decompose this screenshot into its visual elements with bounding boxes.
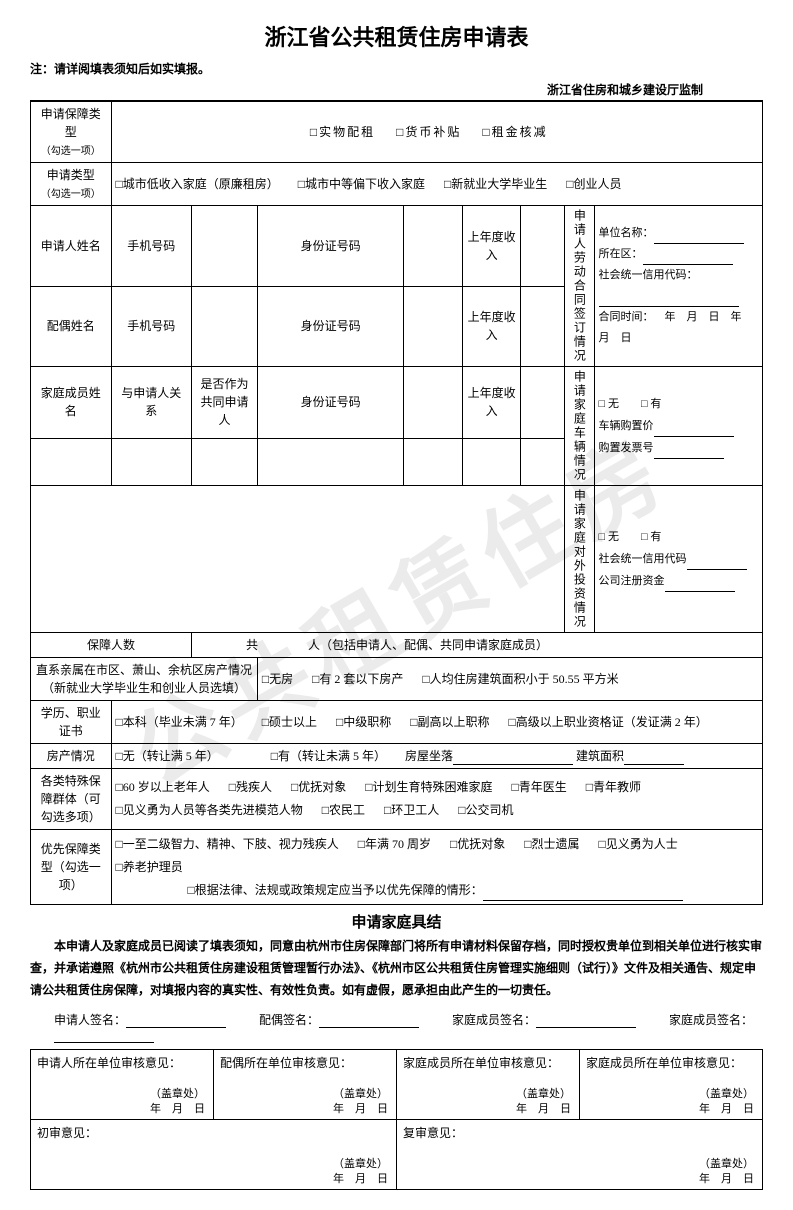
spouse-phone-value[interactable] [192, 286, 258, 367]
invest-vlabel: 申请家庭对外投资情况 [565, 486, 594, 633]
member-id-value[interactable] [404, 367, 463, 439]
pledge-text: 本申请人及家庭成员已阅读了填表须知，同意由杭州市住房保障部门将所有申请材料保留存… [30, 936, 763, 1001]
member-name-label: 家庭成员姓名 [31, 367, 112, 439]
member-co-label: 是否作为共同申请人 [192, 367, 258, 439]
relatives-label: 直系亲属在市区、萧山、余杭区房产情况（新就业大学毕业生和创业人员选填） [31, 658, 258, 701]
apply-type-options[interactable]: □城市低收入家庭（原廉租房） □城市中等偏下收入家庭 □新就业大学毕业生 □创业… [111, 163, 762, 206]
member-relation-value[interactable] [111, 438, 192, 485]
pledge-title: 申请家庭具结 [30, 911, 763, 932]
guarantee-type-options[interactable]: □实物配租 □货币补贴 □租金核减 [111, 102, 762, 163]
edu-label: 学历、职业证书 [31, 701, 112, 744]
applicant-income-value[interactable] [521, 206, 565, 287]
edu-options[interactable]: □本科（毕业未满 7 年） □硕士以上 □中级职称 □副高以上职称 □高级以上职… [111, 701, 762, 744]
member-id-value2[interactable] [257, 438, 403, 485]
spouse-id-label: 身份证号码 [257, 286, 403, 367]
review-unit-member2[interactable]: 家庭成员所在单位审核意见： （盖章处） 年 月 日 [580, 1050, 763, 1120]
issuer-text: 浙江省住房和城乡建设厅监制 [30, 81, 763, 101]
member-co-value[interactable] [192, 438, 258, 485]
application-table: 申请保障类型（勾选一项） □实物配租 □货币补贴 □租金核减 申请类型（勾选一项… [30, 101, 763, 905]
spouse-income-label: 上年度收入 [462, 286, 521, 367]
page-title: 浙江省公共租赁住房申请表 [30, 20, 763, 52]
review-unit-member1[interactable]: 家庭成员所在单位审核意见： （盖章处） 年 月 日 [397, 1050, 580, 1120]
member-id-value3[interactable] [404, 438, 463, 485]
relatives-options[interactable]: □无房 □有 2 套以下房产 □人均住房建筑面积小于 50.55 平方米 [257, 658, 762, 701]
spouse-income-value[interactable] [521, 286, 565, 367]
review-unit-applicant[interactable]: 申请人所在单位审核意见： （盖章处） 年 月 日 [31, 1050, 214, 1120]
special-label: 各类特殊保障群体（可勾选多项） [31, 769, 112, 830]
spouse-name-label: 配偶姓名 [31, 286, 112, 367]
member-relation-label: 与申请人关系 [111, 367, 192, 439]
spouse-id-value[interactable] [404, 286, 463, 367]
applicant-phone-label: 手机号码 [111, 206, 192, 287]
member-name-value[interactable] [31, 438, 112, 485]
vehicle-vlabel: 申请家庭车辆情况 [565, 367, 594, 486]
apply-type-label: 申请类型（勾选一项） [31, 163, 112, 206]
applicant-phone-value[interactable] [192, 206, 258, 287]
labor-contract-cell[interactable]: 单位名称： 所在区： 社会统一信用代码： 合同时间： 年 月 日 年 月 日 [594, 206, 762, 367]
housing-options[interactable]: □无（转让满 5 年） □有（转让未满 5 年） 房屋坐落 建筑面积 [111, 744, 762, 769]
applicant-name-label: 申请人姓名 [31, 206, 112, 287]
review-unit-spouse[interactable]: 配偶所在单位审核意见： （盖章处） 年 月 日 [214, 1050, 397, 1120]
applicant-income-label: 上年度收入 [462, 206, 521, 287]
priority-label: 优先保障类型（勾选一项） [31, 830, 112, 905]
member-income-value2[interactable] [462, 438, 521, 485]
member-income-value[interactable] [521, 367, 565, 439]
labor-contract-vlabel: 申请人劳动合同签订情况 [565, 206, 594, 367]
invest-cell[interactable]: □ 无 □ 有 社会统一信用代码 公司注册资金 [594, 486, 762, 633]
special-options[interactable]: □60 岁以上老年人 □残疾人 □优抚对象 □计划生育特殊困难家庭 □青年医生 … [111, 769, 762, 830]
applicant-id-label: 身份证号码 [257, 206, 403, 287]
member-id-label: 身份证号码 [257, 367, 403, 439]
spacer-row [31, 486, 565, 633]
review-first[interactable]: 初审意见： （盖章处） 年 月 日 [31, 1120, 397, 1190]
applicant-id-value[interactable] [404, 206, 463, 287]
priority-options[interactable]: □一至二级智力、精神、下肢、视力残疾人 □年满 70 周岁 □优抚对象 □烈士遗… [111, 830, 762, 905]
signature-row[interactable]: 申请人签名： 配偶签名： 家庭成员签名： 家庭成员签名： [30, 1011, 763, 1043]
spouse-phone-label: 手机号码 [111, 286, 192, 367]
housing-label: 房产情况 [31, 744, 112, 769]
review-table: 申请人所在单位审核意见： （盖章处） 年 月 日 配偶所在单位审核意见： （盖章… [30, 1049, 763, 1190]
vehicle-cell[interactable]: □ 无 □ 有 车辆购置价 购置发票号 [594, 367, 762, 486]
member-income-label: 上年度收入 [462, 367, 521, 439]
review-second[interactable]: 复审意见： （盖章处） 年 月 日 [397, 1120, 763, 1190]
coverage-value[interactable]: 共人（包括申请人、配偶、共同申请家庭成员） [192, 633, 763, 658]
coverage-label: 保障人数 [31, 633, 192, 658]
fill-note: 注：请详阅填表须知后如实填报。 [30, 60, 763, 77]
member-income-value3[interactable] [521, 438, 565, 485]
guarantee-type-label: 申请保障类型（勾选一项） [31, 102, 112, 163]
